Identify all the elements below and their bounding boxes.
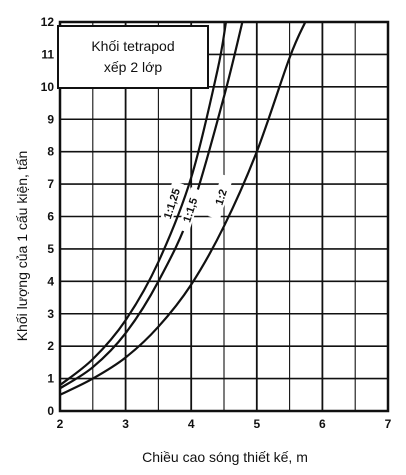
y-axis-title: Khối lượng của 1 cấu kiện, tấn (14, 151, 30, 342)
x-tick-label: 6 (319, 417, 326, 431)
curve-label-background (208, 174, 234, 220)
x-tick-label: 2 (57, 417, 64, 431)
y-tick-label: 4 (47, 274, 54, 288)
y-tick-label: 9 (47, 112, 54, 126)
y-tick-label: 11 (41, 47, 54, 61)
x-tick-label: 5 (253, 417, 260, 431)
curve-line (59, 21, 244, 390)
curve-line (59, 21, 228, 386)
x-tick-labels: 2 3 4 5 6 7 (57, 417, 392, 431)
annotation-box (57, 25, 209, 89)
x-tick-label: 7 (385, 417, 392, 431)
y-tick-label: 1 (47, 372, 54, 386)
grid (58, 20, 390, 413)
y-tick-label: 0 (47, 404, 54, 418)
y-tick-label: 8 (47, 145, 54, 159)
y-tick-label: 3 (47, 307, 54, 321)
y-tick-label: 5 (47, 242, 54, 256)
y-tick-label: 10 (41, 80, 55, 94)
curve-label-background (159, 180, 185, 227)
curve-label: 1:1,25 (162, 187, 183, 220)
x-tick-label: 4 (188, 417, 195, 431)
curve-label-background (177, 187, 203, 233)
curve-labels: 1:1,251:1,5 1:2 (159, 174, 234, 233)
x-tick-label: 3 (122, 417, 129, 431)
y-tick-label: 2 (47, 339, 54, 353)
y-tick-label: 6 (47, 210, 54, 224)
y-tick-label: 12 (41, 15, 55, 29)
y-tick-label: 7 (47, 177, 54, 191)
annotation-line1: Khối tetrapod (91, 38, 174, 54)
curve-line (59, 21, 307, 396)
curves (59, 21, 307, 396)
annotation-line2: xếp 2 lớp (104, 59, 162, 75)
x-axis-title: Chiều cao sóng thiết kế, m (142, 449, 308, 465)
curve-label: 1:2 (214, 188, 230, 207)
